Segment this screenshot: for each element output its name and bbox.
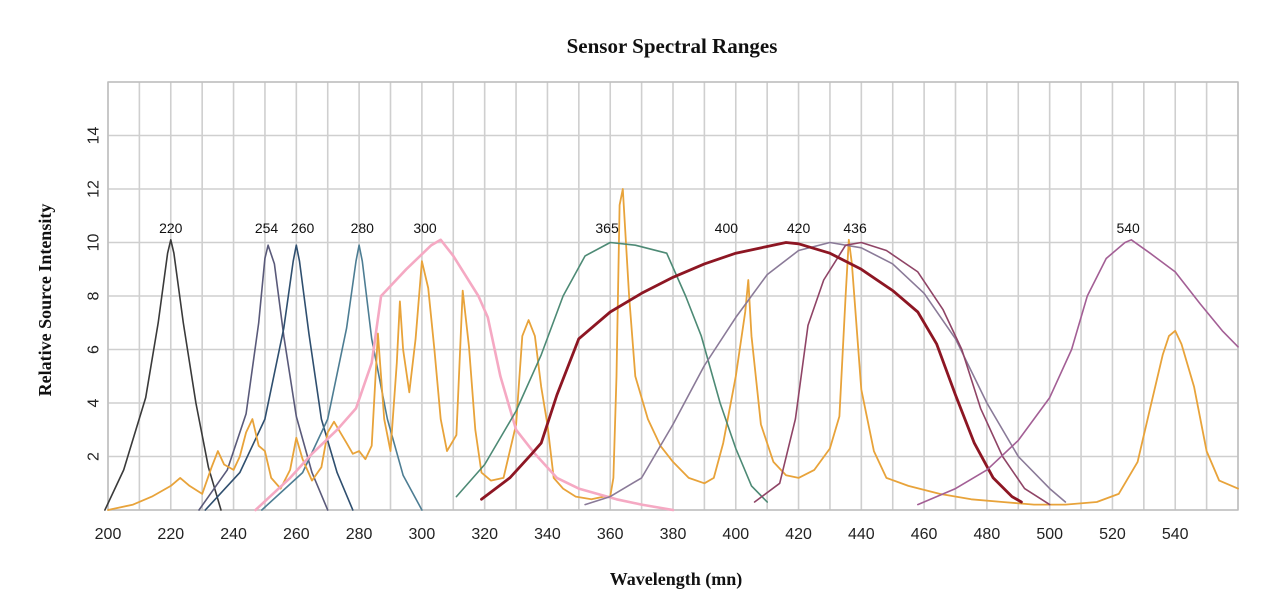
peak-labels: 220 254 260 280 300 365 400 420 436 540 (159, 220, 1140, 236)
x-tick-label: 500 (1036, 526, 1063, 543)
series-line-10 (480, 241, 1023, 504)
x-tick-label: 380 (660, 526, 687, 543)
series-line-8 (584, 241, 1067, 506)
series-group (104, 188, 1239, 512)
peak-label: 420 (787, 220, 811, 236)
y-axis-label: Relative Source Intensity (35, 204, 55, 397)
x-tick-label: 300 (409, 526, 436, 543)
x-tick-label: 220 (157, 526, 184, 543)
x-tick-label: 280 (346, 526, 373, 543)
x-tick-label: 240 (220, 526, 247, 543)
x-tick-label: 420 (785, 526, 812, 543)
peak-label: 280 (351, 220, 375, 236)
peak-label: 260 (291, 220, 315, 236)
peak-label: 300 (413, 220, 437, 236)
y-tick-label: 2 (86, 452, 103, 461)
peak-label: 220 (159, 220, 183, 236)
peak-label: 436 (843, 220, 867, 236)
peak-label: 254 (255, 220, 279, 236)
peak-label: 365 (595, 220, 619, 236)
y-tick-label: 4 (86, 398, 103, 407)
series-line-2 (198, 244, 329, 511)
series-line-7 (455, 241, 768, 503)
grid (107, 81, 1239, 511)
x-tick-label: 480 (974, 526, 1001, 543)
x-tick-label: 440 (848, 526, 875, 543)
y-axis-ticks: 2 4 6 8 10 12 14 (86, 127, 103, 461)
peak-label: 540 (1116, 220, 1140, 236)
x-tick-label: 200 (95, 526, 122, 543)
series-line-6 (254, 238, 675, 512)
y-tick-label: 12 (86, 180, 103, 198)
y-tick-label: 6 (86, 345, 103, 354)
x-tick-label: 260 (283, 526, 310, 543)
series-line-5 (107, 188, 1239, 511)
peak-label: 400 (715, 220, 739, 236)
x-tick-label: 320 (471, 526, 498, 543)
chart-title: Sensor Spectral Ranges (567, 34, 778, 58)
series-line-1 (104, 239, 222, 511)
series-line-11 (917, 239, 1239, 506)
x-tick-label: 400 (722, 526, 749, 543)
x-tick-label: 360 (597, 526, 624, 543)
x-tick-label: 340 (534, 526, 561, 543)
y-tick-label: 8 (86, 291, 103, 300)
x-axis-ticks: 200 220 240 260 280 300 320 340 360 380 400 420 440 4… (95, 526, 1189, 543)
series-line-4 (261, 244, 423, 511)
x-tick-label: 460 (911, 526, 938, 543)
y-tick-label: 10 (86, 234, 103, 252)
x-tick-label: 520 (1099, 526, 1126, 543)
series-line-9 (753, 241, 1051, 506)
x-axis-label: Wavelength (mn) (610, 569, 743, 590)
y-tick-label: 14 (86, 127, 103, 145)
x-tick-label: 540 (1162, 526, 1189, 543)
